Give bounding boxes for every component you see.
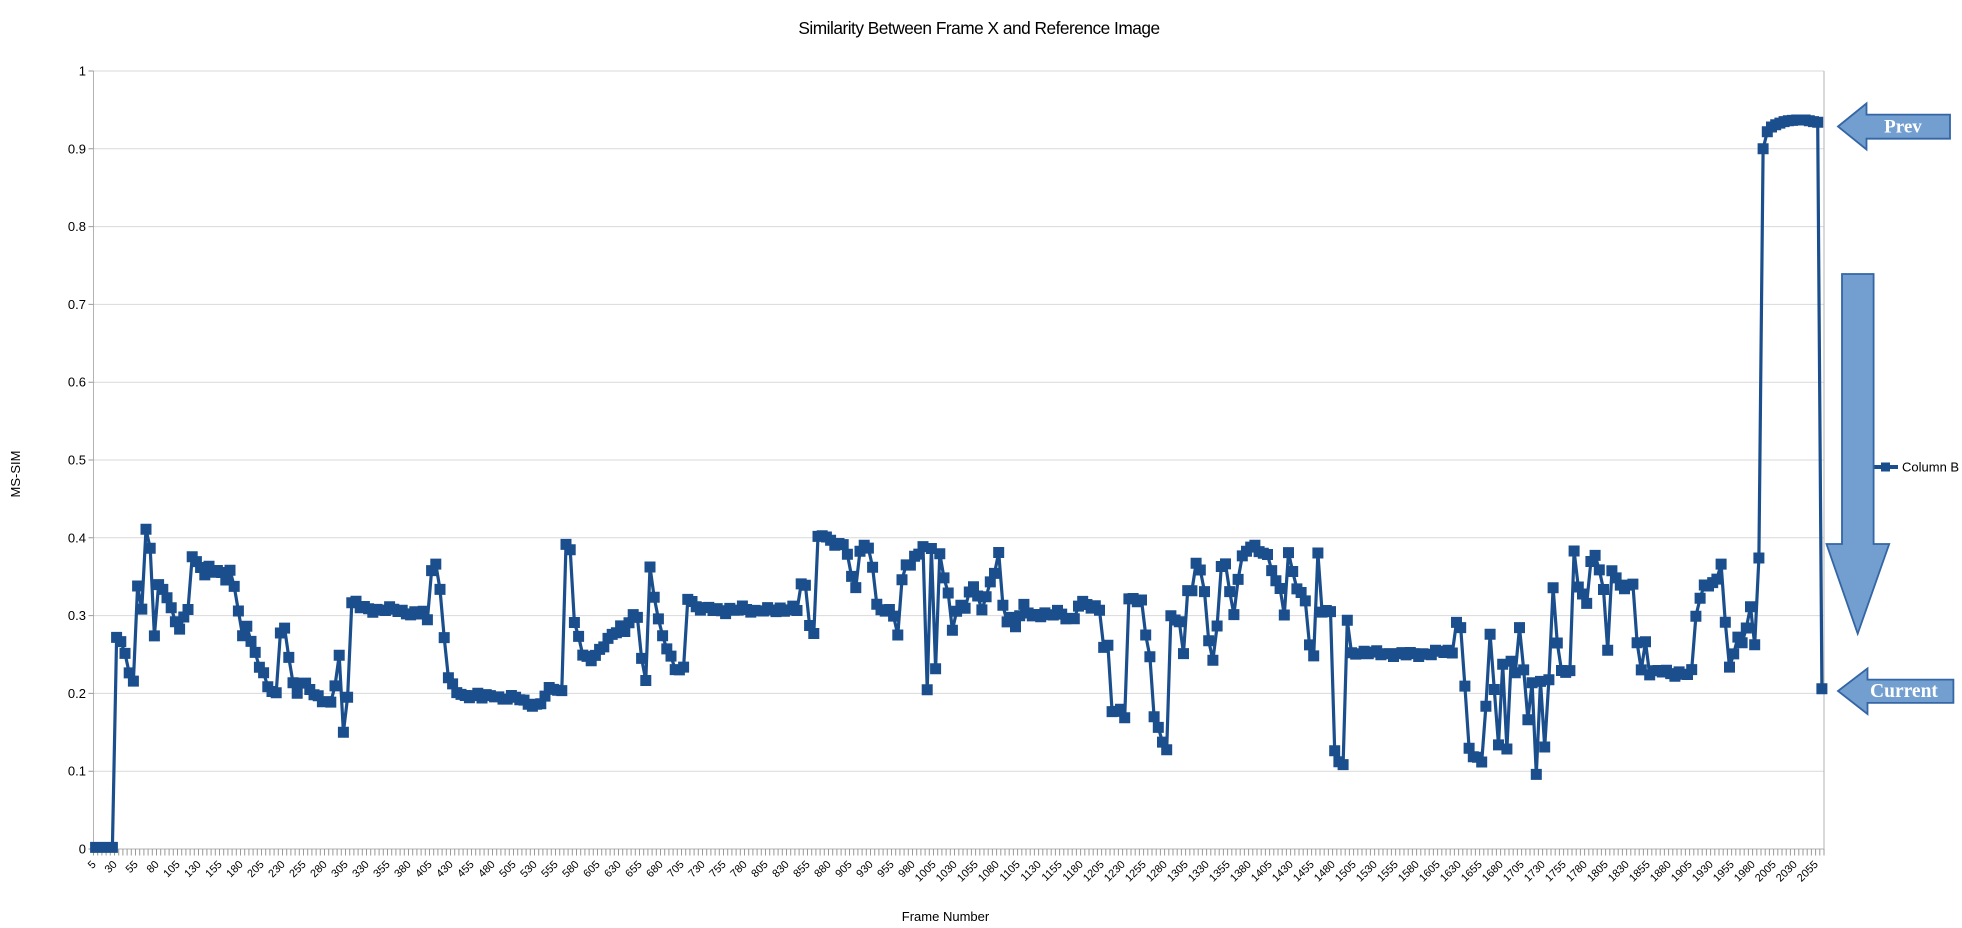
- svg-text:0.9: 0.9: [68, 141, 86, 156]
- svg-text:0.6: 0.6: [68, 375, 86, 390]
- svg-text:Current: Current: [1870, 681, 1938, 702]
- svg-text:0.4: 0.4: [68, 530, 86, 545]
- svg-text:Prev: Prev: [1884, 117, 1922, 138]
- svg-text:Similarity Between Frame X and: Similarity Between Frame X and Reference…: [798, 18, 1159, 38]
- svg-text:Frame Number: Frame Number: [902, 909, 990, 924]
- svg-text:1: 1: [79, 64, 86, 79]
- svg-text:0.5: 0.5: [68, 453, 86, 468]
- svg-text:Column B: Column B: [1902, 460, 1959, 475]
- svg-text:0.1: 0.1: [68, 764, 86, 779]
- svg-text:MS-SIM: MS-SIM: [8, 451, 23, 498]
- svg-text:0.7: 0.7: [68, 297, 86, 312]
- svg-text:0.2: 0.2: [68, 686, 86, 701]
- svg-text:0.8: 0.8: [68, 219, 86, 234]
- svg-text:0: 0: [79, 842, 86, 857]
- svg-text:0.3: 0.3: [68, 608, 86, 623]
